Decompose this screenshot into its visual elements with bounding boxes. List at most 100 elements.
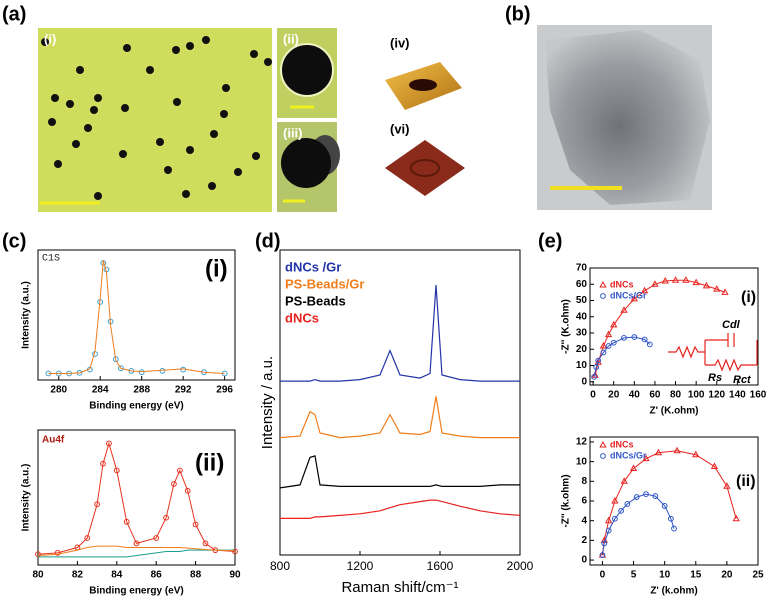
data-point	[594, 358, 602, 365]
data-point	[601, 540, 608, 547]
y-axis-label: -Z'' (K.ohm)	[561, 299, 572, 354]
inset-label: (iv)	[390, 35, 410, 50]
data-point	[646, 341, 653, 348]
x-axis-label: Binding energy (eV)	[89, 401, 183, 412]
y-tick-label: 12	[576, 437, 588, 448]
data-point	[610, 320, 618, 328]
inset-label: (ii)	[283, 31, 299, 46]
data-point	[605, 516, 613, 524]
plot-frame	[37, 249, 236, 381]
data-point	[692, 450, 700, 458]
series-line	[279, 396, 520, 439]
x-tick-label: 80	[670, 390, 682, 401]
x-tick-label: 86	[151, 570, 163, 581]
x-tick-label: 40	[629, 390, 641, 401]
x-tick-label: 140	[729, 390, 746, 401]
x-axis-label: Z' (k.ohm)	[650, 586, 697, 597]
panel-label: (d)	[255, 230, 281, 252]
x-tick-label: 800	[270, 559, 290, 573]
x-tick-label: 90	[229, 570, 241, 581]
x-tick-label: 5	[631, 570, 637, 581]
legend-marker	[600, 293, 606, 299]
y-axis-label: -Z'' (k.ohm)	[561, 474, 572, 527]
x-tick-label: 25	[752, 570, 764, 581]
panel-label: (c)	[2, 230, 26, 252]
series-line	[280, 499, 521, 519]
x-tick-label: 80	[32, 570, 44, 581]
data-point	[118, 365, 124, 372]
data-point	[202, 540, 209, 547]
data-point	[610, 339, 617, 346]
data-point	[176, 467, 183, 474]
data-point	[652, 493, 659, 499]
data-point	[133, 540, 140, 547]
data-point	[611, 515, 618, 522]
y-tick-label: 60	[576, 279, 588, 290]
annotation: Au4f	[42, 435, 65, 446]
legend-label: PS-Beads/Gr	[285, 276, 364, 291]
data-point	[710, 462, 719, 470]
data-point	[599, 341, 608, 349]
x-tick-label: 280	[50, 385, 67, 396]
x-tick-label: 296	[216, 385, 233, 396]
data-point	[629, 464, 638, 472]
legend-label: dNCs	[610, 279, 634, 289]
data-point	[605, 343, 612, 349]
panel-label: (a)	[2, 3, 26, 25]
data-point	[620, 306, 628, 313]
y-tick-label: 70	[576, 263, 588, 274]
data-point	[123, 518, 130, 525]
x-tick-label: 1200	[347, 559, 374, 573]
x-tick-label: 88	[190, 570, 202, 581]
plot-frame	[37, 429, 236, 566]
legend-label: dNCs	[610, 439, 634, 449]
plot-frame	[279, 249, 521, 556]
x-tick-label: 15	[690, 570, 702, 581]
data-point	[611, 496, 619, 504]
x-tick-label: 84	[111, 570, 123, 581]
x-tick-label: 10	[659, 570, 671, 581]
data-point	[630, 294, 638, 302]
micrograph	[38, 28, 465, 212]
legend-marker	[599, 280, 607, 288]
series-line	[593, 336, 651, 378]
x-tick-label: 100	[688, 390, 705, 401]
y-tick-label: 30	[576, 328, 588, 339]
legend-label: dNCs/Gr	[610, 290, 647, 300]
annotation: (ii)	[195, 449, 224, 476]
annotation: Rs	[708, 372, 722, 384]
x-axis-label: Binding energy (eV)	[89, 586, 183, 597]
data-point	[595, 357, 602, 364]
panel-label: (b)	[505, 3, 531, 25]
data-point	[232, 548, 238, 555]
legend-label: PS-Beads	[285, 293, 346, 308]
annotation: Cdl	[722, 319, 741, 331]
x-tick-label: 82	[72, 570, 84, 581]
legend-label: dNCs /Gr	[285, 259, 341, 274]
legend-label: dNCs/Gr	[610, 450, 647, 460]
x-tick-label: 20	[608, 390, 620, 401]
data-point	[642, 454, 650, 462]
data-point	[721, 288, 729, 295]
panel-label: (e)	[538, 230, 562, 252]
x-axis-label: Raman shift/cm⁻¹	[341, 579, 458, 596]
y-tick-label: 20	[576, 344, 588, 355]
annotation: C1S	[42, 254, 60, 265]
tem-image	[537, 25, 712, 210]
data-point	[112, 356, 119, 363]
series-line	[594, 279, 726, 376]
y-tick-label: 10	[576, 456, 588, 467]
x-tick-label: 0	[600, 570, 606, 581]
data-point	[732, 514, 740, 522]
data-point	[171, 481, 177, 487]
data-point	[620, 477, 628, 484]
y-tick-label: 0	[581, 376, 587, 387]
inset-label: (vi)	[390, 121, 410, 136]
series-line	[48, 260, 225, 374]
annotation: (i)	[205, 255, 228, 282]
data-point	[618, 507, 625, 514]
data-point	[621, 334, 627, 341]
y-tick-label: 50	[576, 295, 588, 306]
data-point	[600, 349, 607, 356]
data-point	[643, 491, 649, 498]
